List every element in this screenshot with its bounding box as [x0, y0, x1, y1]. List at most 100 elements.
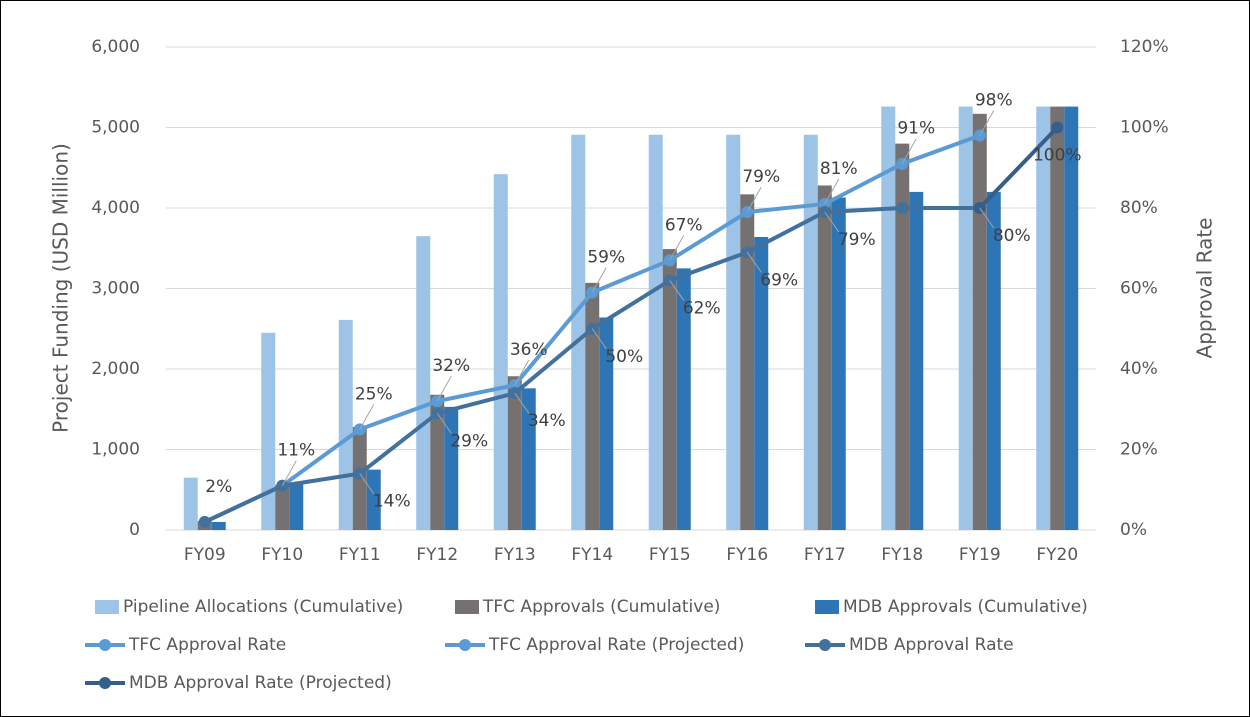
legend-swatch [455, 600, 479, 614]
label-leader [669, 235, 685, 261]
x-tick-label: FY14 [571, 545, 613, 565]
legend-label: MDB Approvals (Cumulative) [843, 597, 1088, 617]
bar [648, 134, 663, 530]
legend-label: MDB Approval Rate (Projected) [129, 673, 392, 693]
line [978, 126, 1059, 210]
bar [909, 191, 924, 530]
legend-label: TFC Approval Rate (Projected) [488, 635, 744, 655]
legend-swatch [815, 600, 839, 614]
legend-label: TFC Approval Rate [128, 635, 286, 655]
data-label: 81% [820, 159, 858, 179]
data-label: 34% [528, 411, 566, 431]
x-tick-label: FY09 [184, 545, 226, 565]
label-leader [824, 211, 840, 233]
bar [817, 185, 832, 530]
data-label: 11% [277, 441, 315, 461]
data-label: 36% [510, 340, 548, 360]
bar [599, 317, 614, 530]
bar [571, 134, 586, 530]
bar [726, 134, 741, 530]
legend-swatch [99, 639, 111, 651]
y-tick-label: 0 [129, 520, 140, 540]
bar [1050, 106, 1065, 530]
label-leader [281, 460, 297, 486]
data-label: 79% [742, 167, 780, 187]
y-tick-label: 3,000 [91, 279, 140, 299]
y-tick-label: 4,000 [91, 198, 140, 218]
bar [366, 469, 381, 530]
label-leader [979, 110, 995, 136]
bar [493, 174, 508, 530]
y-axis-title: Project Funding (USD Million) [49, 143, 73, 433]
y-tick-label: 1,000 [91, 440, 140, 460]
bar [521, 388, 536, 530]
x-tick-label: FY12 [416, 545, 458, 565]
data-label: 2% [205, 477, 232, 497]
legend-swatch [819, 639, 831, 651]
bar [275, 484, 290, 530]
data-label: 50% [605, 347, 643, 367]
bar [662, 249, 677, 530]
line-point [1051, 121, 1064, 134]
bar [211, 521, 226, 530]
bar [881, 106, 896, 530]
bar [986, 191, 1001, 530]
data-label: 79% [838, 230, 876, 250]
data-label: 69% [760, 270, 798, 290]
legend-swatch [459, 639, 471, 651]
bar [507, 376, 522, 530]
x-tick-label: FY10 [261, 545, 303, 565]
label-leader [359, 473, 375, 494]
x-tick-label: FY15 [649, 545, 691, 565]
label-leader [979, 207, 995, 229]
label-leader [436, 412, 452, 434]
label-leader [591, 328, 607, 350]
data-label: 14% [373, 492, 411, 512]
y2-tick-label: 100% [1120, 118, 1169, 138]
x-tick-label: FY20 [1036, 545, 1078, 565]
x-tick-label: FY16 [726, 545, 768, 565]
y-tick-label: 2,000 [91, 359, 140, 379]
bar [585, 282, 600, 530]
bar [183, 477, 198, 530]
bar [895, 143, 910, 530]
data-label: 100% [1033, 146, 1082, 166]
legend-swatch [95, 600, 119, 614]
label-leader [746, 251, 762, 273]
x-tick-label: FY13 [494, 545, 536, 565]
bar [416, 236, 431, 531]
y-tick-label: 6,000 [91, 37, 140, 57]
legend-label: Pipeline Allocations (Cumulative) [123, 597, 403, 617]
bar [676, 268, 691, 530]
data-label: 67% [665, 215, 703, 235]
line-point [896, 202, 909, 214]
bar [754, 236, 769, 531]
y2-tick-label: 20% [1120, 440, 1158, 460]
data-label: 91% [897, 119, 935, 139]
x-tick-label: FY17 [804, 545, 846, 565]
y2-tick-label: 40% [1120, 359, 1158, 379]
y2-tick-label: 0% [1120, 520, 1147, 540]
y2-tick-label: 80% [1120, 198, 1158, 218]
bar [740, 194, 755, 530]
data-label: 25% [355, 384, 393, 404]
y2-tick-label: 120% [1120, 37, 1169, 57]
y-tick-label: 5,000 [91, 118, 140, 138]
y2-tick-label: 60% [1120, 279, 1158, 299]
data-label: 62% [683, 298, 721, 318]
bar [430, 394, 445, 530]
label-leader [514, 392, 530, 414]
label-leader [436, 375, 452, 402]
line-point [198, 515, 211, 528]
label-leader [591, 267, 607, 293]
bar [1064, 106, 1079, 530]
x-tick-label: FY19 [959, 545, 1001, 565]
bar [803, 134, 818, 530]
bar [338, 319, 353, 530]
data-label: 80% [993, 226, 1031, 246]
label-leader [824, 178, 840, 205]
label-leader [359, 404, 375, 430]
data-label: 59% [587, 248, 625, 268]
x-tick-label: FY11 [339, 545, 381, 565]
